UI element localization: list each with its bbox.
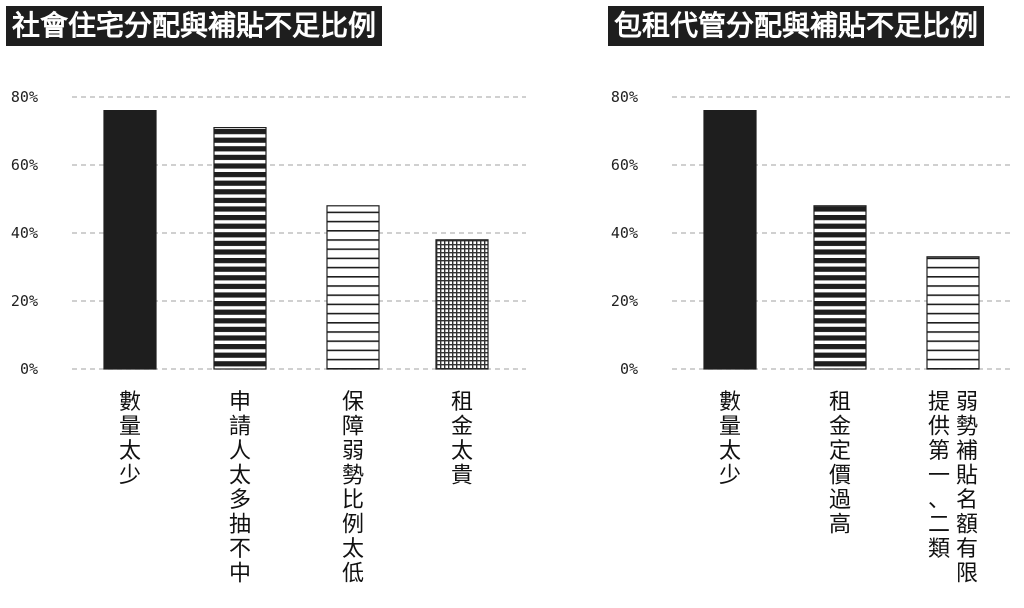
y-tick-label: 40% bbox=[611, 224, 638, 242]
category-label: 保障弱勢比例太低 bbox=[342, 390, 364, 587]
category-label: 弱勢補貼名額有限 bbox=[956, 390, 978, 587]
bar bbox=[213, 126, 267, 370]
category-label: 數量太少 bbox=[119, 390, 141, 489]
chart-panel-social-housing: 社會住宅分配與補貼不足比例 0% 20% 40% 60% 80% 數量太少 申請人太多抽不中… bbox=[6, 6, 526, 587]
bar bbox=[813, 205, 867, 370]
y-tick-label: 20% bbox=[11, 292, 38, 310]
bar bbox=[326, 205, 380, 370]
y-tick-label: 0% bbox=[620, 360, 638, 378]
y-tick-label: 60% bbox=[11, 156, 38, 174]
bar bbox=[435, 239, 489, 370]
category-label: 提供第一、二類 bbox=[928, 390, 950, 562]
bar bbox=[703, 109, 757, 370]
category-label: 租金定價過高 bbox=[829, 390, 851, 538]
chart-title: 社會住宅分配與補貼不足比例 bbox=[6, 6, 383, 46]
chart-panel-sublease: 包租代管分配與補貼不足比例 0% 20% 40% 60% 80% 數量太少 租金定價過高 弱勢… bbox=[512, 0, 1024, 608]
chart-title: 包租代管分配與補貼不足比例 bbox=[608, 6, 985, 46]
y-tick-label: 60% bbox=[611, 156, 638, 174]
bar bbox=[926, 256, 980, 370]
y-tick-label: 80% bbox=[11, 88, 38, 106]
bar-chart-social-housing: 0% 20% 40% 60% 80% 數量太少 申請人太多抽不中 保障弱勢比例太低 租金太貴 bbox=[11, 88, 526, 587]
category-label: 申請人太多抽不中 bbox=[229, 390, 251, 587]
y-tick-label: 40% bbox=[11, 224, 38, 242]
category-label: 租金太貴 bbox=[451, 390, 473, 489]
category-label: 數量太少 bbox=[719, 390, 741, 489]
bar bbox=[103, 109, 157, 370]
y-tick-label: 0% bbox=[20, 360, 38, 378]
y-tick-label: 20% bbox=[611, 292, 638, 310]
y-tick-label: 80% bbox=[611, 88, 638, 106]
